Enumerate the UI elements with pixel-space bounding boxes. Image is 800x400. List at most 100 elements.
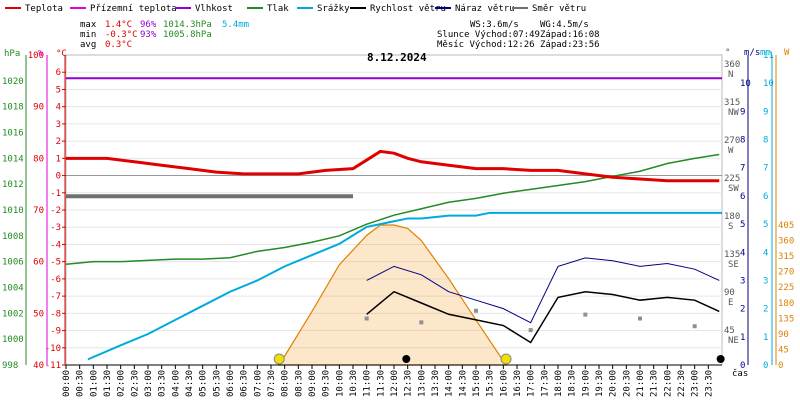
rain-total: 5.4mm xyxy=(222,20,249,30)
rain-tick: 3 xyxy=(763,276,768,286)
x-tick-label: 00:00 xyxy=(62,370,72,397)
x-tick-label: 08:00 xyxy=(281,370,291,397)
pressure-tick: 1012 xyxy=(2,180,24,190)
wind-tick: 2 xyxy=(740,305,745,315)
chart-title: 8.12.2024 xyxy=(367,51,427,64)
x-tick-label: 13:30 xyxy=(431,370,441,397)
temp-tick: 2 xyxy=(56,137,61,147)
wind-tick: 1 xyxy=(740,333,745,343)
temp-tick: -7 xyxy=(50,292,61,302)
pressure-unit: hPa xyxy=(4,49,20,59)
wind-tick: 6 xyxy=(740,192,745,202)
x-tick-label: 19:30 xyxy=(595,370,605,397)
x-tick-label: 04:00 xyxy=(171,370,181,397)
x-tick-label: 21:00 xyxy=(636,370,646,397)
x-tick-label: 22:30 xyxy=(677,370,687,397)
rain-unit: mm xyxy=(760,48,771,58)
temp-tick: -3 xyxy=(50,223,61,233)
humidity-tick: 70 xyxy=(33,206,44,216)
stats-block: max min avg 1.4°C -0.3°C 0.3°C 96% 93% 1… xyxy=(80,20,600,64)
wind-direction-point xyxy=(638,316,642,321)
direction-cardinal: S xyxy=(728,222,733,232)
humidity-unit: % xyxy=(38,49,44,59)
direction-tick: 270 xyxy=(724,136,740,146)
x-axis-label: čas xyxy=(732,368,748,379)
pressure-tick: 1018 xyxy=(2,103,24,113)
direction-cardinal: W xyxy=(728,146,734,156)
hum-max: 96% xyxy=(140,20,157,30)
temp-tick: -2 xyxy=(50,206,61,216)
direction-cardinal: NE xyxy=(728,336,739,346)
x-tick-label: 05:30 xyxy=(212,370,222,397)
wind-direction-point xyxy=(364,316,369,321)
x-tick-label: 17:00 xyxy=(527,370,537,397)
pressure-tick: 1000 xyxy=(2,335,24,345)
humidity-tick: 50 xyxy=(33,309,44,319)
hum-min: 93% xyxy=(140,30,157,40)
direction-unit: ° xyxy=(725,48,730,58)
humidity-tick: 40 xyxy=(33,361,44,371)
temp-tick: -5 xyxy=(50,258,61,268)
x-tick-label: 04:30 xyxy=(185,370,195,397)
x-tick-label: 09:00 xyxy=(308,370,318,397)
pres-max: 1014.3hPa xyxy=(163,20,212,30)
rain-tick: 0 xyxy=(763,361,768,371)
x-tick-label: 18:00 xyxy=(554,370,564,397)
x-tick-label: 06:30 xyxy=(240,370,250,397)
sun-tick: 90 xyxy=(778,330,789,340)
stats-avg-label: avg xyxy=(80,40,96,50)
humidity-tick: 90 xyxy=(33,103,44,113)
x-tick-label: 08:30 xyxy=(294,370,304,397)
direction-cardinal: SW xyxy=(728,184,739,194)
legend-label: Rychlost větru xyxy=(370,4,446,14)
x-tick-label: 20:30 xyxy=(622,370,632,397)
temp-tick: -10 xyxy=(45,344,61,354)
x-tick-label: 15:30 xyxy=(486,370,496,397)
x-tick-label: 15:00 xyxy=(472,370,482,397)
x-tick-label: 07:00 xyxy=(253,370,263,397)
pres-min: 1005.8hPa xyxy=(163,30,212,40)
direction-tick: 180 xyxy=(724,212,740,222)
sun-unit: W xyxy=(784,48,790,58)
direction-cardinal: SE xyxy=(728,260,739,270)
x-tick-label: 00:30 xyxy=(76,370,86,397)
temp-tick: -4 xyxy=(50,240,61,250)
wind-tick: 3 xyxy=(740,276,745,286)
x-tick-label: 14:30 xyxy=(458,370,468,397)
rain-tick: 1 xyxy=(763,333,768,343)
sun-tick: 405 xyxy=(778,221,794,231)
pressure-tick: 1016 xyxy=(2,129,24,139)
grid xyxy=(65,54,723,366)
x-tick-label: 23:00 xyxy=(691,370,701,397)
humidity-tick: 100 xyxy=(28,51,44,61)
wind-direction-point xyxy=(419,320,424,325)
rain-tick: 11 xyxy=(763,51,774,61)
sun-tick: 0 xyxy=(778,361,783,371)
wind-tick: 0 xyxy=(740,361,745,371)
wind-direction-point xyxy=(583,312,588,317)
wind-speed-series xyxy=(366,290,720,344)
wind-gust-stat: WG:4.5m/s xyxy=(540,20,589,30)
temp-unit: °C xyxy=(56,49,67,59)
x-tick-label: 16:00 xyxy=(499,370,509,397)
rain-tick: 6 xyxy=(763,192,768,202)
temp-tick: 1 xyxy=(56,154,61,164)
rain-tick: 9 xyxy=(763,107,768,117)
x-tick-label: 09:30 xyxy=(322,370,332,397)
temperature-series xyxy=(66,149,720,183)
wind-gust-series xyxy=(366,257,720,324)
legend-label: Vlhkost xyxy=(195,4,233,14)
wind-direction-point xyxy=(528,328,533,333)
wind-tick: 5 xyxy=(740,220,745,230)
moonset: Západ:23:56 xyxy=(540,40,600,50)
wind-direction-point xyxy=(474,308,478,313)
temp-tick: -8 xyxy=(50,309,61,319)
temp-tick: -9 xyxy=(50,327,61,337)
pressure-tick: 1010 xyxy=(2,206,24,216)
pressure-tick: 1004 xyxy=(2,284,24,294)
moonset-marker xyxy=(716,355,725,363)
sunrise-marker xyxy=(273,353,285,365)
sun-tick: 270 xyxy=(778,268,794,278)
temp-max: 1.4°C xyxy=(105,20,132,30)
